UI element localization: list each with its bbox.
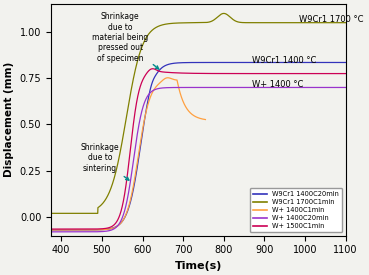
- W+ 1400C20min: [344, 86, 348, 89]
- W+ 1500C1min: [306, 72, 310, 75]
- W+ 1400C1min: [184, 107, 189, 110]
- Text: W9Cr1 1400 °C: W9Cr1 1400 °C: [252, 56, 317, 65]
- Line: W+ 1400C20min: W+ 1400C20min: [51, 87, 346, 232]
- W+ 1400C20min: [82, 230, 87, 233]
- W+ 1400C20min: [175, 86, 179, 89]
- W9Cr1 1700C1min: [221, 12, 226, 15]
- W9Cr1 1700C1min: [49, 212, 53, 215]
- Line: W9Cr1 1400C20min: W9Cr1 1400C20min: [51, 62, 346, 230]
- W+ 1400C1min: [49, 228, 53, 232]
- W+ 1500C1min: [151, 67, 155, 70]
- W9Cr1 1700C1min: [100, 202, 104, 206]
- Text: Shrinkage
due to
sintering: Shrinkage due to sintering: [80, 143, 129, 180]
- W+ 1400C1min: [104, 228, 108, 231]
- W+ 1400C20min: [338, 86, 342, 89]
- W9Cr1 1700C1min: [162, 23, 166, 26]
- W+ 1500C1min: [82, 227, 87, 231]
- X-axis label: Time(s): Time(s): [175, 261, 222, 271]
- W9Cr1 1400C20min: [100, 228, 104, 231]
- W9Cr1 1700C1min: [338, 21, 342, 24]
- W9Cr1 1400C20min: [82, 228, 87, 232]
- W+ 1400C1min: [175, 80, 180, 83]
- W+ 1400C20min: [162, 86, 166, 89]
- Legend: W9Cr1 1400C20min, W9Cr1 1700C1min, W+ 1400C1min, W+ 1400C20min, W+ 1500C1min: W9Cr1 1400C20min, W9Cr1 1700C1min, W+ 14…: [250, 188, 342, 232]
- W9Cr1 1700C1min: [344, 21, 348, 24]
- Text: W9Cr1 1700 °C: W9Cr1 1700 °C: [299, 15, 363, 24]
- W+ 1400C1min: [201, 118, 206, 121]
- W9Cr1 1700C1min: [82, 212, 87, 215]
- W9Cr1 1400C20min: [338, 61, 342, 64]
- Line: W9Cr1 1700C1min: W9Cr1 1700C1min: [51, 13, 346, 213]
- W+ 1400C1min: [203, 118, 208, 121]
- W+ 1500C1min: [49, 227, 53, 231]
- W+ 1500C1min: [100, 227, 104, 230]
- W9Cr1 1400C20min: [344, 61, 348, 64]
- W9Cr1 1400C20min: [306, 61, 310, 64]
- W+ 1500C1min: [344, 72, 348, 75]
- W+ 1400C1min: [200, 117, 205, 121]
- W+ 1400C20min: [318, 86, 323, 89]
- Y-axis label: Displacement (mm): Displacement (mm): [4, 62, 14, 177]
- W+ 1500C1min: [175, 71, 179, 75]
- W9Cr1 1700C1min: [175, 21, 179, 25]
- Text: W+ 1400 °C: W+ 1400 °C: [252, 80, 304, 89]
- W+ 1400C20min: [100, 230, 104, 233]
- W9Cr1 1700C1min: [306, 21, 310, 24]
- W+ 1500C1min: [162, 70, 166, 74]
- Text: Shrinkage
due to
material being
pressed out
of specimen: Shrinkage due to material being pressed …: [92, 12, 159, 69]
- W+ 1400C20min: [49, 230, 53, 233]
- W+ 1400C1min: [166, 76, 170, 79]
- W+ 1400C20min: [306, 86, 310, 89]
- W9Cr1 1400C20min: [344, 61, 348, 64]
- W9Cr1 1400C20min: [49, 228, 53, 232]
- W+ 1500C1min: [338, 72, 342, 75]
- Line: W+ 1400C1min: W+ 1400C1min: [51, 78, 206, 230]
- W9Cr1 1400C20min: [162, 65, 166, 68]
- Line: W+ 1500C1min: W+ 1500C1min: [51, 69, 346, 229]
- W+ 1400C1min: [86, 228, 91, 232]
- W9Cr1 1400C20min: [175, 61, 179, 65]
